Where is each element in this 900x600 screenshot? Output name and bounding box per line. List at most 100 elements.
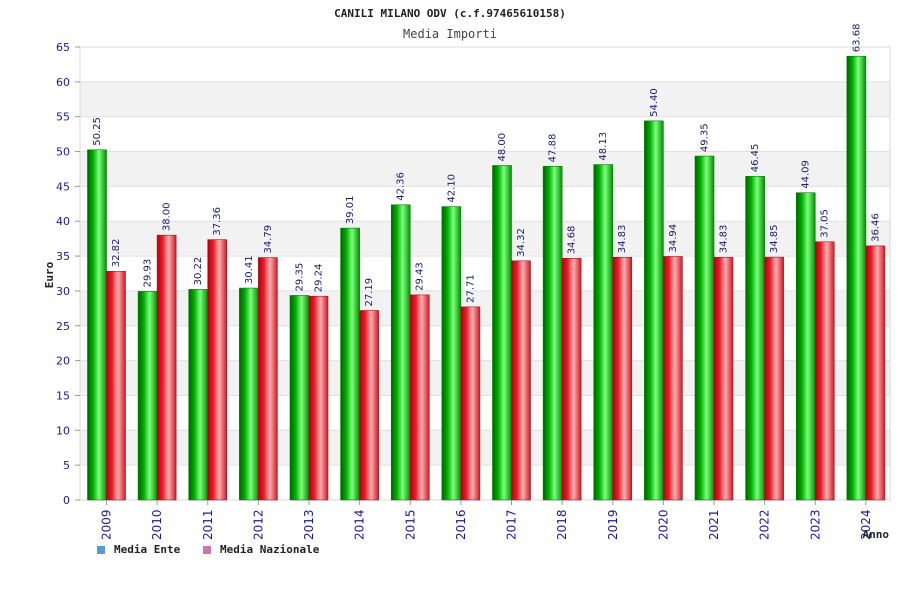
bar-media-ente-2023 [795,192,816,501]
grid-band [80,151,890,187]
chart-subtitle: Media Importi [403,27,497,41]
legend: Media Ente Media Nazionale [97,543,320,556]
bar-media-nazionale-2011 [207,239,228,501]
bar-media-nazionale-2015 [409,294,430,501]
x-tick-label: 2016 [454,509,468,540]
bar-media-ente-2018 [542,166,563,501]
chart-title: CANILI MILANO ODV (c.f.97465610158) [334,7,566,20]
x-tick-label: 2010 [150,509,164,540]
bar-media-nazionale-2014 [359,310,379,501]
data-label-media-nazionale-2017: 34.32 [516,228,527,257]
x-tick-label: 2021 [707,509,721,540]
data-label-media-nazionale-2016: 27.71 [465,274,476,303]
x-tick-label: 2019 [606,509,620,540]
data-label-media-ente-2010: 29.93 [143,259,154,288]
y-tick-label: 15 [56,389,70,402]
y-tick-label: 55 [56,111,70,124]
data-label-media-nazionale-2012: 34.79 [263,225,274,254]
x-tick-label: 2012 [251,509,265,540]
data-label-media-ente-2017: 48.00 [497,133,508,162]
data-label-media-nazionale-2023: 37.05 [820,209,831,238]
bar-media-ente-2021 [694,155,715,501]
data-label-media-ente-2023: 44.09 [801,160,812,189]
bar-media-ente-2019 [593,164,614,501]
y-axis-ticks: 0 5 10 15 20 25 30 35 40 45 50 55 60 65 [56,41,80,507]
x-tick-label: 2018 [555,509,569,540]
data-label-media-ente-2015: 42.36 [396,172,407,201]
data-label-media-nazionale-2013: 29.24 [314,264,325,293]
bar-media-nazionale-2019 [612,256,633,501]
bar-media-nazionale-2017 [511,260,531,501]
bar-media-ente-2017 [492,165,512,501]
bar-media-ente-2022 [745,175,765,501]
data-label-media-nazionale-2018: 34.68 [567,226,578,255]
data-label-media-nazionale-2020: 34.94 [668,224,679,253]
data-label-media-nazionale-2010: 38.00 [162,203,173,232]
data-label-media-ente-2011: 30.22 [193,257,204,286]
y-tick-label: 45 [56,180,70,193]
y-tick-label: 30 [56,285,70,298]
data-label-media-nazionale-2019: 34.83 [617,225,628,254]
x-tick-label: 2023 [808,509,822,540]
bar-media-nazionale-2010 [156,234,177,501]
bar-media-ente-2016 [441,206,462,501]
y-tick-label: 60 [56,76,70,89]
grid-band [80,81,890,117]
y-tick-label: 25 [56,320,70,333]
x-axis-ticks: 2009 2010 2011 2012 2013 2014 2015 2016 2017 2018… [100,500,873,540]
bar-media-nazionale-2021 [713,256,734,501]
x-tick-label: 2011 [201,509,215,540]
data-label-media-ente-2020: 54.40 [649,88,660,117]
data-label-media-nazionale-2015: 29.43 [415,262,426,291]
x-tick-label: 2015 [403,509,417,540]
x-tick-label: 2024 [859,509,873,540]
bar-media-nazionale-2023 [814,241,835,501]
bar-media-ente-2014 [340,227,360,501]
data-label-media-nazionale-2014: 27.19 [364,278,375,307]
bar-media-nazionale-2016 [460,306,481,501]
data-label-media-ente-2019: 48.13 [598,132,609,161]
data-label-media-ente-2009: 50.25 [92,117,103,146]
bar-media-ente-2010 [137,291,158,501]
bar-media-ente-2024 [846,55,867,501]
plot-area-border [79,46,891,501]
x-tick-label: 2020 [656,509,670,540]
bar-media-ente-2020 [644,120,664,501]
data-label-media-nazionale-2021: 34.83 [719,225,730,254]
y-tick-label: 5 [63,459,70,472]
data-label-media-ente-2018: 47.88 [548,134,559,163]
x-tick-label: 2014 [353,509,367,540]
bar-media-ente-2009 [87,149,107,501]
legend-label-media-ente: Media Ente [114,543,181,556]
legend-swatch-media-nazionale [203,546,211,554]
data-label-media-ente-2016: 42.10 [446,174,457,203]
legend-swatch-media-ente [97,546,105,554]
bar-media-ente-2012 [239,287,259,501]
x-tick-label: 2009 [100,509,114,540]
bar-media-nazionale-2024 [865,245,886,501]
bar-media-nazionale-2009 [106,270,126,501]
data-label-media-nazionale-2022: 34.85 [769,224,780,253]
y-tick-label: 35 [56,250,70,263]
data-label-media-ente-2014: 39.01 [345,195,356,224]
bar-media-nazionale-2020 [663,256,683,501]
y-tick-label: 40 [56,215,70,228]
y-tick-label: 0 [63,494,70,507]
y-tick-label: 50 [56,146,70,159]
bar-media-ente-2011 [188,289,209,501]
data-label-media-ente-2024: 63.68 [851,24,862,53]
data-label-media-nazionale-2009: 32.82 [111,239,122,268]
data-label-media-nazionale-2011: 37.36 [212,207,223,236]
legend-label-media-nazionale: Media Nazionale [220,543,320,556]
y-tick-label: 20 [56,355,70,368]
bar-media-ente-2015 [390,204,411,501]
bar-media-nazionale-2013 [308,295,329,501]
x-tick-label: 2017 [505,509,519,540]
bar-media-nazionale-2022 [764,256,784,501]
x-tick-label: 2013 [302,509,316,540]
bar-media-nazionale-2018 [561,258,582,501]
data-label-media-ente-2021: 49.35 [700,123,711,152]
y-axis-label: Euro [43,261,56,288]
data-label-media-nazionale-2024: 36.46 [870,213,881,242]
